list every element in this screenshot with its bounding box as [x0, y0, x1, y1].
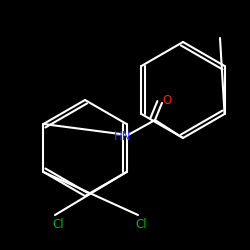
Text: Cl: Cl [135, 218, 147, 232]
Text: Cl: Cl [52, 218, 64, 232]
Text: HN: HN [114, 130, 132, 143]
Text: O: O [162, 94, 172, 106]
